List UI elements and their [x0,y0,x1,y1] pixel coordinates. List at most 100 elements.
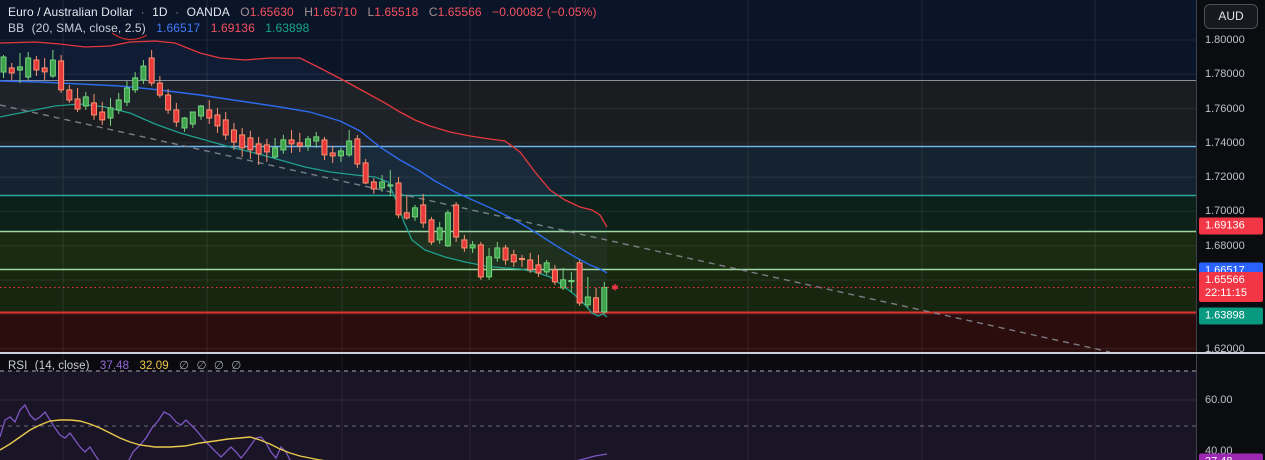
candle [551,264,558,285]
candle [82,91,89,110]
candle [469,240,476,253]
chart-area[interactable]: ✱ Euro / Australian Dollar · 1D · OANDA … [0,0,1196,460]
candle [247,130,254,159]
candle [453,202,460,242]
exchange-label[interactable]: OANDA [186,5,230,19]
candle [362,158,369,185]
candle [239,127,246,157]
bb-upper-axis-badge: 1.69136 [1199,217,1263,235]
candle [444,209,451,247]
candle [16,53,23,84]
rsi-pane-bg [0,353,1196,460]
candle [198,104,205,120]
candle [214,107,221,133]
candle [543,259,550,275]
price-axis-tick: 1.74000 [1205,136,1245,149]
candle [370,178,377,194]
candle [156,76,163,98]
rsi-ma-line[interactable] [0,419,607,460]
candle [403,194,410,220]
pane-separator[interactable] [0,352,1265,354]
candle [354,134,361,168]
candle [115,92,122,114]
candle [436,221,443,244]
symbol-title[interactable]: Euro / Australian Dollar [8,5,134,19]
bb-title[interactable]: BB [8,21,25,35]
price-axis-tick: 1.70000 [1205,205,1245,218]
candle [123,80,130,107]
rsi-axis-tick: 60.00 [1205,394,1233,406]
candle [33,55,40,77]
close-label: C [428,5,438,19]
price-axis-tick: 1.78000 [1205,68,1245,81]
low-label: L [367,5,375,19]
high-label: H [304,5,313,19]
rsi-empty-value: ∅ [231,360,242,372]
candle [518,254,525,267]
candle [230,122,237,150]
bb-upper-band-line[interactable] [0,40,608,228]
candle [296,132,303,152]
candle [25,52,32,80]
candle [272,137,279,159]
candle [502,244,509,265]
rsi-ma-value: 32.09 [139,360,169,372]
candle [8,62,15,80]
candle [107,97,114,126]
candle [91,94,98,120]
price-axis-tick: 1.72000 [1205,171,1245,184]
candle [494,241,501,262]
candle [58,54,65,93]
interval-label[interactable]: 1D [152,5,168,19]
candle [329,145,336,163]
bb-fill [0,41,607,317]
candle [461,234,468,252]
open-label: O [240,5,250,19]
candle [222,112,229,140]
candle [165,89,172,114]
candle [321,136,328,161]
bb-lower-axis-badge: 1.63898 [1199,307,1263,325]
symbol-legend: Euro / Australian Dollar · 1D · OANDA O1… [8,5,597,19]
candle [132,72,139,93]
price-zone [0,0,1196,80]
candle [74,88,81,113]
price-zone [0,232,1196,269]
price-axis[interactable]: AUD 1.80000 1.78000 1.76000 1.74000 1.72000 1… [1196,0,1265,460]
candle [337,147,344,162]
candle [189,111,196,128]
candle [255,136,262,165]
candle [593,287,600,313]
candle [0,54,7,79]
candle [510,249,517,267]
candle [428,216,435,245]
candle [280,134,287,154]
rsi-empty-value: ∅ [179,360,190,372]
price-axis-tick: 1.76000 [1205,102,1245,115]
bb-indicator-legend: BB (20, SMA, close, 2.5) 1.66517 1.69136… [8,21,309,35]
currency-toggle-button[interactable]: AUD [1204,4,1258,29]
candle [477,241,484,280]
candle [584,276,591,308]
bb-upper-value: 1.69136 [210,21,255,35]
high-value: 1.65710 [313,5,358,19]
last-price-axis-badge: 1.65566 22:11:15 [1199,272,1263,303]
bb-params: (20, SMA, close, 2.5) [31,21,146,35]
candle [346,130,353,157]
rsi-title[interactable]: RSI [8,360,28,372]
ellipse-annotation-arc[interactable] [111,32,148,41]
price-axis-tick: 1.80000 [1205,34,1245,46]
candle [305,136,312,151]
price-axis-tick: 1.68000 [1205,239,1245,252]
rsi-empty-value: ∅ [213,360,224,372]
rsi-axis-badge: 37.48 [1199,453,1263,460]
candle [148,49,155,86]
rsi-band-fill [0,371,1196,460]
chart-canvas[interactable]: ✱ [0,0,1196,460]
rsi-params: (14, close) [34,360,90,372]
candle [576,259,583,306]
bb-lower-value: 1.63898 [265,21,310,35]
trendline-drawing[interactable] [0,104,1111,353]
candle [173,102,180,127]
